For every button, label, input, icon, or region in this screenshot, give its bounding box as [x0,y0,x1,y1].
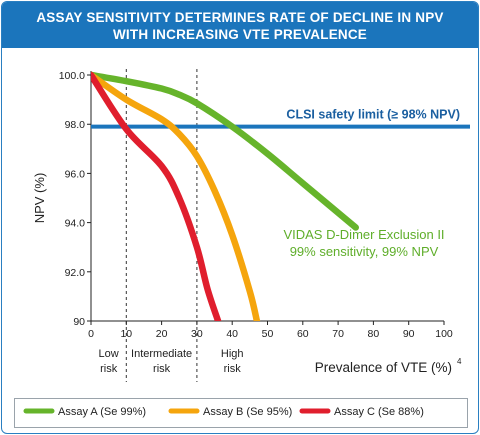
title-banner: ASSAY SENSITIVITY DETERMINES RATE OF DEC… [2,2,478,48]
x-tick-label: 60 [297,328,309,340]
y-tick-label: 92.0 [65,267,86,279]
risk-region-label: risk [224,363,242,375]
series-assay-a-line [91,71,359,231]
x-axis-label-superscript: 4 [457,357,462,366]
y-axis-label: NPV (%) [32,173,47,224]
x-tick-label: 50 [262,328,274,340]
series-assay-b-line [91,71,261,321]
x-tick-label: 90 [403,328,415,340]
x-tick-label: 0 [88,328,94,340]
product-annotation: 99% sensitivity, 99% NPV [290,244,439,259]
y-tick-label: 90 [73,316,85,328]
x-tick-label: 80 [368,328,380,340]
risk-region-label: risk [153,363,171,375]
x-tick-label: 30 [191,328,203,340]
risk-region-label: risk [100,363,118,375]
chart-title-line-1: ASSAY SENSITIVITY DETERMINES RATE OF DEC… [36,10,444,25]
product-annotation: VIDAS D-Dimer Exclusion II [283,227,444,242]
legend-label: Assay C (Se 88%) [334,406,424,418]
x-tick-label: 40 [226,328,238,340]
chart-title-line-2: WITH INCREASING VTE PREVALENCE [112,27,368,42]
safety-limit-label: CLSI safety limit (≥ 98% NPV) [286,108,460,122]
risk-region-label: Low [99,348,119,360]
y-tick-label: 96.0 [65,168,86,180]
series-assay-c-line [91,71,222,321]
risk-region-label: High [221,348,244,360]
y-tick-label: 94.0 [65,218,86,230]
x-tick-label: 100 [435,328,453,340]
x-tick-label: 10 [120,328,132,340]
risk-region-label: Intermediate [131,348,192,360]
legend-label: Assay A (Se 99%) [58,406,146,418]
y-tick-label: 100.0 [59,70,85,82]
y-tick-label: 98.0 [65,119,86,131]
x-tick-label: 70 [332,328,344,340]
legend-label: Assay B (Se 95%) [203,406,292,418]
legend [14,398,468,428]
x-axis-label: Prevalence of VTE (%) [315,360,452,375]
x-tick-label: 20 [156,328,168,340]
